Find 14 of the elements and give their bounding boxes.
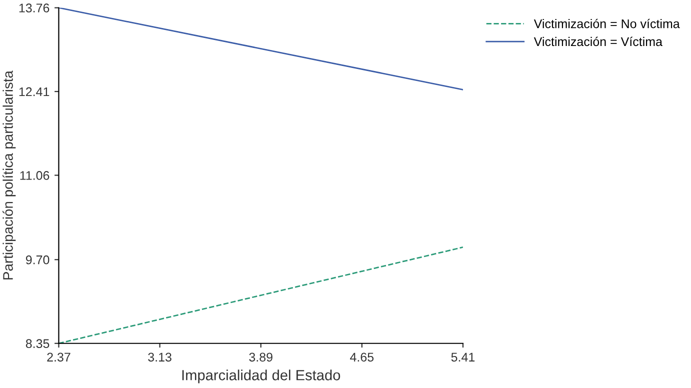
x-tick-label: 4.65 (350, 352, 374, 362)
y-tick-label: 13.76 (19, 4, 50, 12)
y-tick-label: 8.35 (26, 339, 50, 348)
x-tick-label: 5.41 (451, 352, 475, 362)
y-axis-title: Participación política particularista (2, 70, 16, 280)
x-axis-title: Imparcialidad del Estado (182, 370, 340, 384)
y-tick-label: 9.70 (26, 255, 50, 264)
y-tick-label: 12.41 (19, 87, 50, 96)
legend-label: Victimización = No víctima (534, 18, 680, 28)
x-tick-label: 2.37 (47, 352, 70, 362)
x-tick-label: 3.89 (249, 352, 272, 362)
y-tick-label: 11.06 (20, 171, 50, 180)
x-tick-label: 3.13 (148, 352, 172, 362)
legend-label: Victimización = Víctima (534, 36, 662, 46)
